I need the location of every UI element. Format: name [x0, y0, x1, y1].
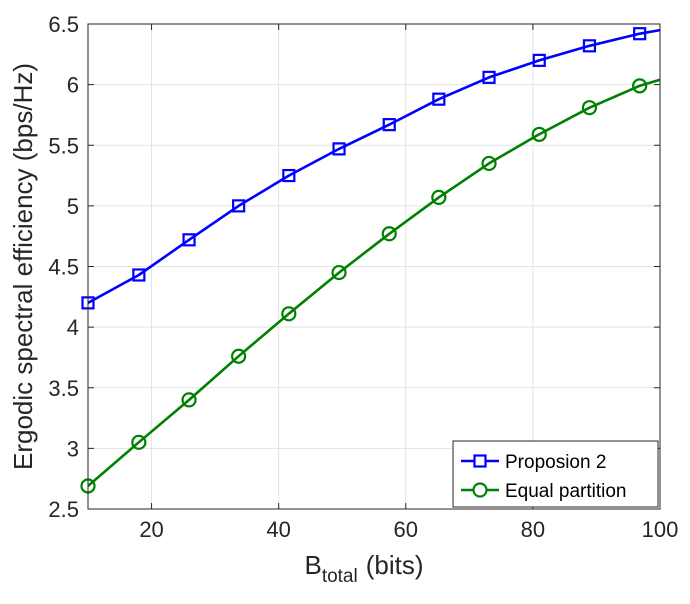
data-point-square [132, 268, 146, 282]
y-tick-label: 4 [67, 315, 79, 340]
legend-item-2: Equal partition [461, 481, 626, 502]
x-tick-label: 80 [521, 517, 545, 542]
ticks [88, 23, 661, 510]
legend-label: Proposion 2 [505, 452, 606, 473]
y-tick-label: 6.5 [48, 12, 79, 37]
x-tick-label: 60 [394, 517, 418, 542]
data-point-circle [181, 392, 197, 408]
data-point-square [232, 199, 246, 213]
y-tick-label: 5 [67, 194, 79, 219]
data-point-circle [231, 348, 247, 364]
data-point-square [633, 27, 647, 41]
legend-marker-square [473, 454, 487, 468]
data-point-square [382, 118, 396, 132]
y-tick-label: 3 [67, 436, 79, 461]
data-point-circle [281, 306, 297, 322]
tick-labels: 20 40 60 80 100 2.5 3 3.5 4 4.5 5 5.5 6 6.5 [48, 12, 678, 542]
data-point-square [532, 53, 546, 67]
series-line [87, 78, 661, 487]
x-tick-label: 100 [642, 517, 679, 542]
data-point-square [332, 142, 346, 156]
legend-label: Equal partition [505, 481, 626, 502]
legend-item-1: Proposion 2 [461, 452, 606, 473]
data-point-circle [632, 78, 648, 94]
legend-marker-circle [472, 482, 488, 498]
data-point-square [582, 39, 597, 53]
legend: Proposion 2 Equal partition [452, 440, 659, 508]
x-tick-label: 40 [266, 517, 290, 542]
data-point-square [432, 92, 446, 106]
y-axis-label: Ergodic spectral efficiency (bps/Hz) [8, 63, 38, 470]
data-point-circle [531, 126, 547, 142]
x-axis-label-unit: (bits) [366, 550, 424, 580]
y-tick-label: 4.5 [48, 255, 79, 280]
data-point-circle [131, 434, 147, 450]
data-point-circle [581, 100, 598, 116]
data-point-square [282, 168, 296, 183]
y-tick-label: 5.5 [48, 133, 79, 158]
data-point-square [482, 70, 496, 84]
x-axis-label: Btotal (bits) [304, 550, 423, 587]
data-point-circle [431, 189, 447, 205]
data-point-square [182, 233, 196, 247]
series-line [87, 28, 661, 305]
y-tick-label: 6 [67, 73, 79, 98]
y-tick-label: 2.5 [48, 497, 79, 522]
data-point-circle [481, 155, 497, 172]
y-tick-label: 3.5 [48, 376, 79, 401]
data-point-circle [381, 226, 397, 242]
x-axis-label-subscript: total [322, 566, 358, 587]
x-tick-label: 20 [139, 517, 163, 542]
x-axis-label-main: B [304, 550, 321, 580]
data-point-circle [331, 264, 347, 281]
legend-box [452, 440, 659, 508]
